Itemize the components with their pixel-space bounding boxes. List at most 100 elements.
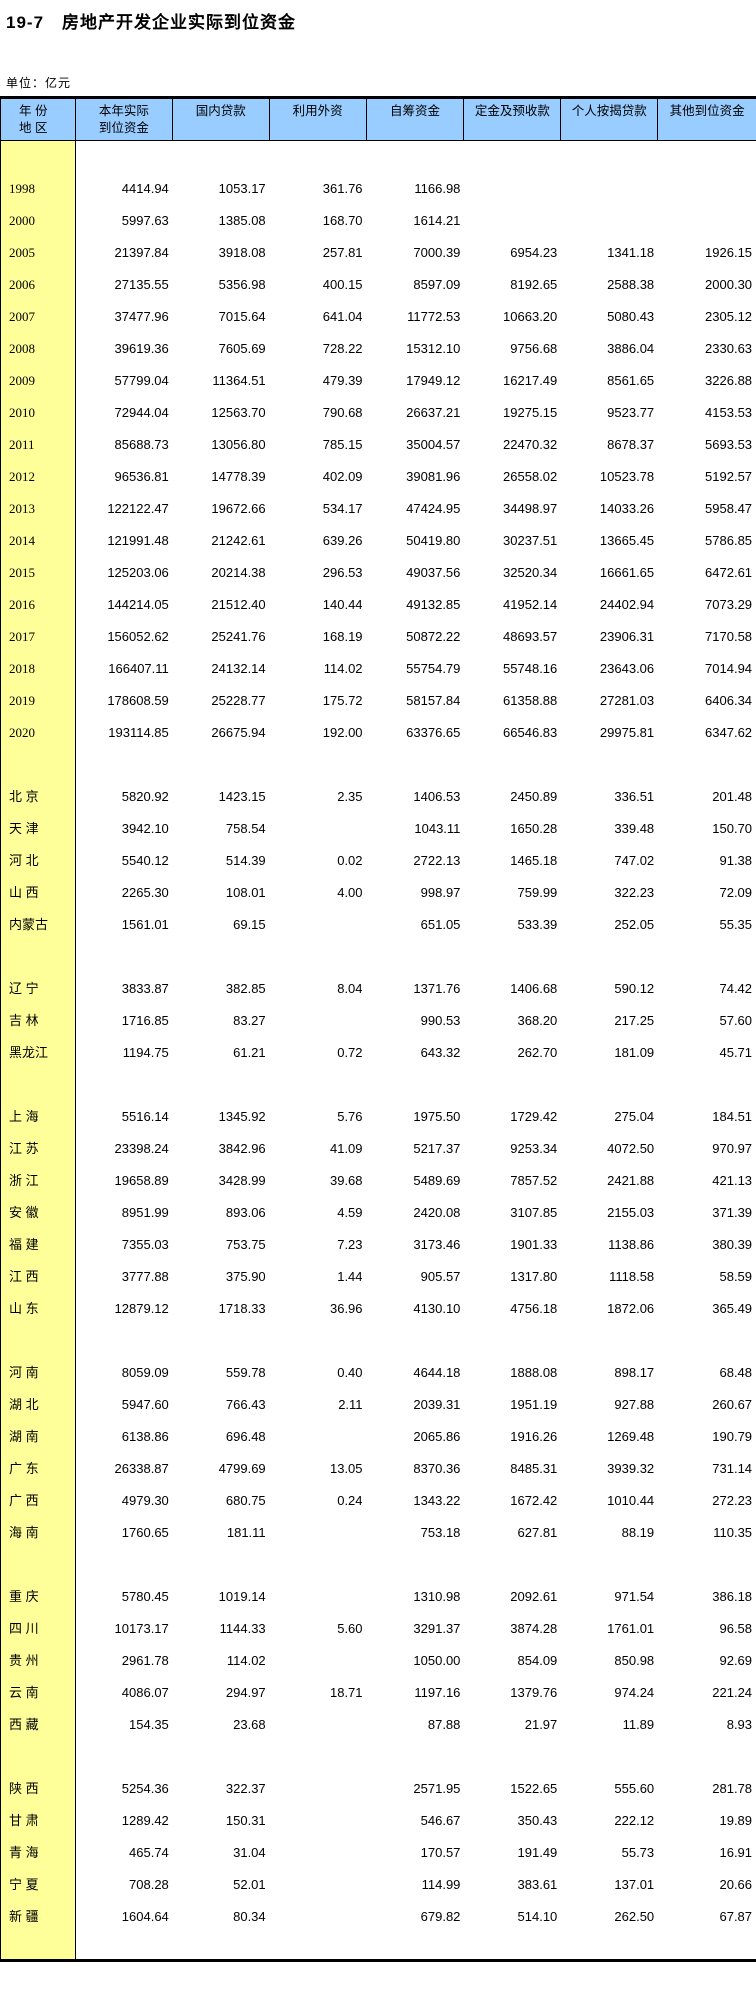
value-cell: 375.90 [225, 1269, 266, 1284]
table-row: 重 庆 5780.45 1019.14 1310.98 2092.61 971.54 386… [1, 1581, 756, 1613]
value-cell: 221.24 [712, 1685, 753, 1700]
value-cell: 2330.63 [705, 341, 753, 356]
value-cell: 1043.11 [414, 821, 461, 836]
value-cell: 13665.45 [599, 533, 655, 548]
value-cell: 14778.39 [211, 469, 266, 484]
header-cell: 自筹资金 [367, 99, 465, 140]
value-cell: 402.09 [322, 469, 363, 484]
table-row: 甘 肃 1289.42 150.31 546.67 350.43 222.12 19.89 [1, 1805, 756, 1837]
value-cell: 2421.88 [607, 1173, 655, 1188]
value-cell: 52.01 [233, 1877, 266, 1892]
value-cell: 25241.76 [211, 629, 266, 644]
value-cell: 7000.39 [413, 245, 461, 260]
value-cell: 3107.85 [510, 1205, 558, 1220]
table-row: 河 南 8059.09 559.78 0.40 4644.18 1888.08 898.17… [1, 1357, 756, 1389]
value-cell: 55.73 [621, 1845, 655, 1860]
value-cell: 747.02 [614, 853, 655, 868]
value-cell: 7.23 [337, 1237, 363, 1252]
value-cell: 55.35 [719, 917, 753, 932]
value-cell: 193114.85 [108, 725, 169, 740]
value-cell: 57.60 [719, 1013, 753, 1028]
value-cell: 479.39 [322, 373, 363, 388]
value-cell: 7170.58 [705, 629, 753, 644]
value-cell: 19672.66 [211, 501, 266, 516]
value-cell: 10523.78 [599, 469, 655, 484]
row-label: 甘 肃 [9, 1813, 39, 1828]
value-cell: 3942.10 [121, 821, 169, 836]
value-cell: 5516.14 [121, 1109, 169, 1124]
value-cell: 74.42 [719, 981, 753, 996]
table-row: 四 川 10173.17 1144.33 5.60 3291.37 3874.28 1761… [1, 1613, 756, 1645]
table-row: 吉 林 1716.85 83.27 990.53 368.20 217.25 57.60 [1, 1005, 756, 1037]
value-cell: 546.67 [420, 1813, 461, 1828]
value-cell: 8370.36 [413, 1461, 461, 1476]
value-cell: 2265.30 [121, 885, 169, 900]
row-label: 重 庆 [9, 1589, 39, 1604]
table-row: 2016 144214.05 21512.40 140.44 49132.85 41952… [1, 589, 756, 621]
value-cell: 272.23 [712, 1493, 753, 1508]
value-cell: 8678.37 [607, 437, 655, 452]
value-cell: 680.75 [225, 1493, 266, 1508]
value-cell: 2722.13 [413, 853, 461, 868]
value-cell: 3874.28 [510, 1621, 558, 1636]
value-cell: 2571.95 [413, 1781, 461, 1796]
value-cell: 2.35 [337, 789, 363, 804]
value-cell: 25228.77 [211, 693, 266, 708]
table-row: 浙 江 19658.89 3428.99 39.68 5489.69 7857.52 242… [1, 1165, 756, 1197]
row-label: 2020 [9, 725, 35, 740]
value-cell: 45.71 [719, 1045, 753, 1060]
row-label: 云 南 [9, 1685, 39, 1700]
value-cell: 1522.65 [510, 1781, 558, 1796]
value-cell: 533.39 [517, 917, 558, 932]
value-cell: 8192.65 [510, 277, 558, 292]
value-cell: 1916.26 [510, 1429, 558, 1444]
value-cell: 898.17 [614, 1365, 655, 1380]
value-cell: 5192.57 [705, 469, 753, 484]
value-cell: 2155.03 [607, 1205, 655, 1220]
value-cell: 5693.53 [705, 437, 753, 452]
row-label: 2015 [9, 565, 35, 580]
row-label: 2006 [9, 277, 35, 292]
value-cell: 4799.69 [218, 1461, 266, 1476]
row-label: 河 南 [9, 1365, 39, 1380]
value-cell: 39081.96 [406, 469, 461, 484]
value-cell: 4130.10 [413, 1301, 461, 1316]
value-cell [270, 1517, 367, 1549]
value-cell: 114.02 [323, 661, 363, 676]
row-label: 2012 [9, 469, 35, 484]
value-cell: 55748.16 [503, 661, 558, 676]
value-cell: 5489.69 [413, 1173, 461, 1188]
value-cell: 8.04 [337, 981, 363, 996]
value-cell: 1975.50 [413, 1109, 461, 1124]
value-cell: 184.51 [712, 1109, 753, 1124]
row-label: 福 建 [9, 1237, 39, 1252]
row-label: 贵 州 [9, 1653, 39, 1668]
value-cell: 12879.12 [114, 1301, 169, 1316]
value-cell: 5997.63 [121, 213, 169, 228]
value-cell: 5217.37 [413, 1141, 461, 1156]
value-cell: 753.75 [225, 1237, 266, 1252]
value-cell: 21.97 [524, 1717, 558, 1732]
value-cell: 998.97 [420, 885, 461, 900]
value-cell: 168.70 [322, 213, 363, 228]
row-label: 山 西 [9, 885, 39, 900]
value-cell: 15312.10 [406, 341, 461, 356]
value-cell [270, 1773, 367, 1805]
row-label: 广 西 [9, 1493, 39, 1508]
value-cell: 3842.96 [218, 1141, 266, 1156]
value-cell: 1194.75 [122, 1045, 169, 1060]
value-cell: 16.91 [719, 1845, 753, 1860]
value-cell: 32520.34 [503, 565, 558, 580]
value-cell: 27281.03 [599, 693, 655, 708]
group-spacer [1, 141, 756, 173]
header-cell-line: 年 份 [19, 104, 48, 118]
value-cell: 3428.99 [218, 1173, 266, 1188]
row-label: 宁 夏 [9, 1877, 39, 1892]
value-cell: 1465.18 [510, 853, 558, 868]
value-cell: 322.37 [225, 1781, 266, 1796]
table-row: 2020 193114.85 26675.94 192.00 63376.65 66546… [1, 717, 756, 749]
value-cell: 19275.15 [503, 405, 558, 420]
value-cell: 5958.47 [705, 501, 753, 516]
group-spacer [1, 1549, 756, 1581]
value-cell: 92.69 [719, 1653, 753, 1668]
